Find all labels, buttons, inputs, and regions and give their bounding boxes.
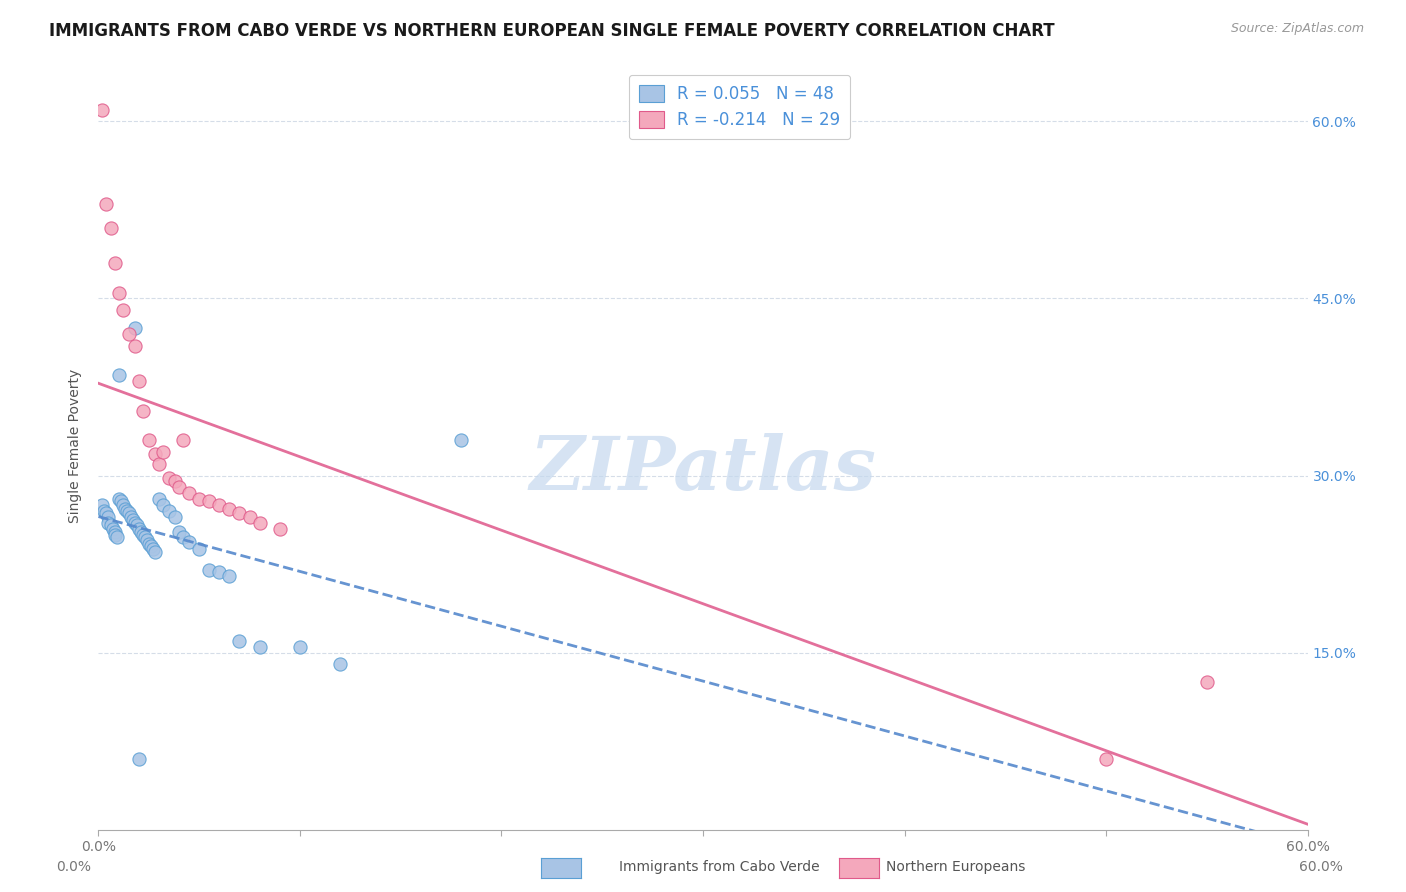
Point xyxy=(172,433,194,447)
Point xyxy=(128,374,150,388)
Point xyxy=(96,506,118,520)
Point xyxy=(163,475,186,489)
Point xyxy=(1195,675,1218,690)
Point xyxy=(167,480,190,494)
Point xyxy=(129,525,152,540)
Point xyxy=(118,506,141,520)
Point xyxy=(124,516,146,530)
Point xyxy=(124,339,146,353)
Point xyxy=(228,633,250,648)
Point xyxy=(249,640,271,654)
Point xyxy=(105,530,128,544)
Point xyxy=(148,457,170,471)
Point xyxy=(208,498,231,512)
Point xyxy=(148,492,170,507)
Point xyxy=(288,640,311,654)
Point xyxy=(110,494,132,508)
Y-axis label: Single Female Poverty: Single Female Poverty xyxy=(69,369,83,523)
Point xyxy=(239,509,262,524)
Point xyxy=(188,492,211,507)
Point xyxy=(97,509,120,524)
Point xyxy=(135,533,157,548)
Point xyxy=(139,539,162,553)
Point xyxy=(114,501,136,516)
Point xyxy=(329,657,352,672)
Point xyxy=(107,285,129,300)
Text: Immigrants from Cabo Verde: Immigrants from Cabo Verde xyxy=(619,860,820,874)
Point xyxy=(96,197,118,211)
Point xyxy=(111,303,134,318)
Point xyxy=(269,522,291,536)
Point xyxy=(103,256,125,270)
Text: Source: ZipAtlas.com: Source: ZipAtlas.com xyxy=(1230,22,1364,36)
Point xyxy=(208,566,231,580)
Text: ZIPatlas: ZIPatlas xyxy=(530,433,876,505)
Point xyxy=(132,527,155,541)
Point xyxy=(103,525,125,540)
Point xyxy=(103,527,125,541)
Point xyxy=(120,509,142,524)
Text: 60.0%: 60.0% xyxy=(1299,860,1343,874)
Point xyxy=(179,486,201,500)
Point xyxy=(132,403,155,417)
Point xyxy=(228,506,250,520)
Point xyxy=(167,525,190,540)
Point xyxy=(179,534,201,549)
Point xyxy=(100,220,122,235)
Point xyxy=(128,522,150,536)
Point xyxy=(188,541,211,556)
Point xyxy=(115,504,138,518)
Legend: R = 0.055   N = 48, R = -0.214   N = 29: R = 0.055 N = 48, R = -0.214 N = 29 xyxy=(628,75,851,139)
Text: Northern Europeans: Northern Europeans xyxy=(886,860,1025,874)
Point xyxy=(107,492,129,507)
Point xyxy=(125,518,148,533)
Point xyxy=(450,433,472,447)
Point xyxy=(134,530,156,544)
Point xyxy=(157,471,180,485)
Point xyxy=(128,752,150,766)
Point xyxy=(152,498,174,512)
Point xyxy=(249,516,271,530)
Point xyxy=(107,368,129,383)
Point xyxy=(198,494,221,508)
Point xyxy=(157,504,180,518)
Text: IMMIGRANTS FROM CABO VERDE VS NORTHERN EUROPEAN SINGLE FEMALE POVERTY CORRELATIO: IMMIGRANTS FROM CABO VERDE VS NORTHERN E… xyxy=(49,22,1054,40)
Point xyxy=(121,513,143,527)
Point xyxy=(124,321,146,335)
Text: 0.0%: 0.0% xyxy=(56,860,91,874)
Point xyxy=(118,326,141,341)
Point xyxy=(198,563,221,577)
Point xyxy=(101,522,124,536)
Point xyxy=(91,103,114,117)
Point xyxy=(152,445,174,459)
Point xyxy=(91,498,114,512)
Point xyxy=(163,509,186,524)
Point xyxy=(143,447,166,461)
Point xyxy=(142,541,165,556)
Point xyxy=(1095,752,1118,766)
Point xyxy=(143,545,166,559)
Point xyxy=(218,569,240,583)
Point xyxy=(138,433,160,447)
Point xyxy=(138,537,160,551)
Point xyxy=(111,498,134,512)
Point xyxy=(97,516,120,530)
Point xyxy=(218,501,240,516)
Point xyxy=(100,518,122,533)
Point xyxy=(172,530,194,544)
Point xyxy=(93,504,115,518)
